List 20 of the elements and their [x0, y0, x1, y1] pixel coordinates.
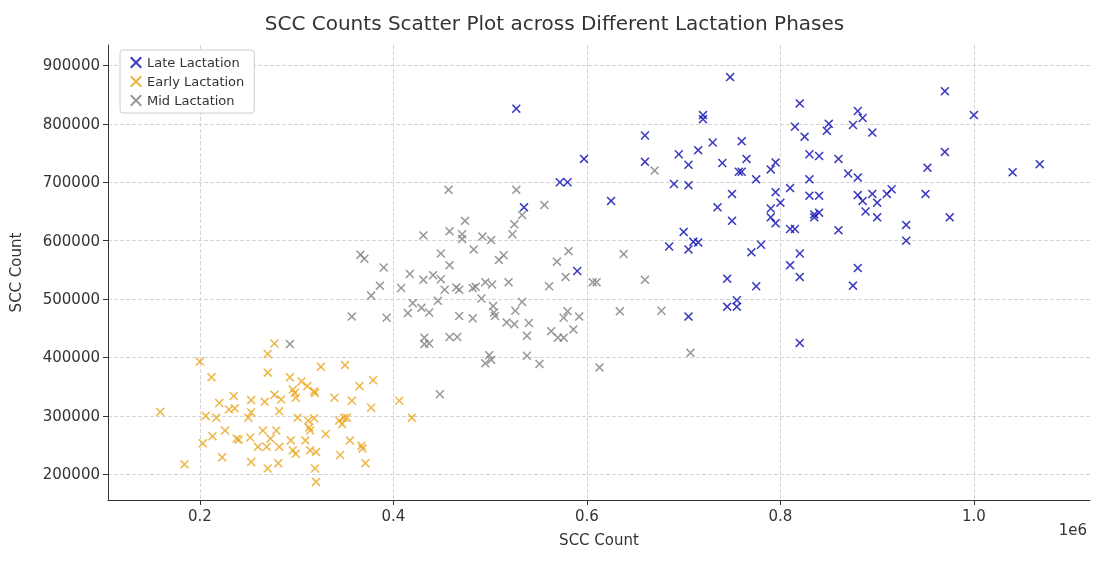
y-tick-label: 400000: [42, 348, 100, 367]
y-tick-label: 300000: [42, 406, 100, 425]
y-tick-label: 800000: [42, 114, 100, 133]
legend-label: Late Lactation: [147, 55, 240, 70]
y-tick-label: 700000: [42, 173, 100, 192]
x-axis-title: SCC Count: [559, 530, 639, 549]
x-tick-label: 1.0: [961, 506, 986, 525]
x-tick-label: 0.2: [187, 506, 212, 525]
y-tick-label: 200000: [42, 465, 100, 484]
x-tick-label: 0.4: [381, 506, 406, 525]
x-tick-label: 0.8: [768, 506, 793, 525]
chart-title: SCC Counts Scatter Plot across Different Lactation Phases: [264, 11, 845, 35]
y-tick-label: 500000: [42, 290, 100, 309]
text: 1e6: [1058, 520, 1088, 539]
y-tick-label: 900000: [42, 56, 100, 75]
legend-label: Mid Lactation: [147, 93, 235, 108]
y-tick-label: 600000: [42, 231, 100, 250]
x-tick-label: 0.6: [574, 506, 599, 525]
legend-label: Early Lactation: [147, 74, 245, 89]
y-axis-title: SCC Count: [6, 232, 25, 313]
